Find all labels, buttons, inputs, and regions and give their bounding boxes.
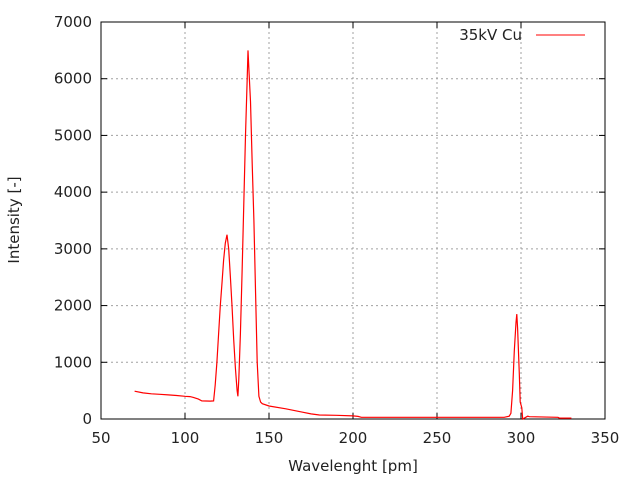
series-group <box>134 50 572 420</box>
series-line <box>134 50 572 420</box>
x-tick-label: 250 <box>423 429 452 447</box>
legend: 35kV Cu <box>459 26 585 44</box>
x-tick-label: 150 <box>255 429 284 447</box>
legend-label: 35kV Cu <box>459 26 522 44</box>
ticks: 50 100 150 200 250 300 350 0 1000 2000 3000 4000 500… <box>54 13 620 447</box>
x-tick-label: 200 <box>339 429 368 447</box>
x-axis-label: Wavelenght [pm] <box>288 457 418 475</box>
grid <box>101 22 605 419</box>
x-tick-label: 100 <box>171 429 200 447</box>
y-tick-label: 7000 <box>54 13 92 31</box>
y-tick-label: 1000 <box>54 353 92 371</box>
y-axis-label: Intensity [-] <box>5 176 23 263</box>
y-tick-label: 5000 <box>54 126 92 144</box>
x-tick-label: 300 <box>507 429 536 447</box>
y-tick-label: 0 <box>82 410 92 428</box>
y-tick-label: 3000 <box>54 240 92 258</box>
plot-frame <box>100 21 606 420</box>
y-tick-label: 6000 <box>54 70 92 88</box>
x-tick-label: 350 <box>591 429 620 447</box>
y-tick-label: 2000 <box>54 297 92 315</box>
y-tick-label: 4000 <box>54 183 92 201</box>
x-tick-label: 50 <box>91 429 110 447</box>
